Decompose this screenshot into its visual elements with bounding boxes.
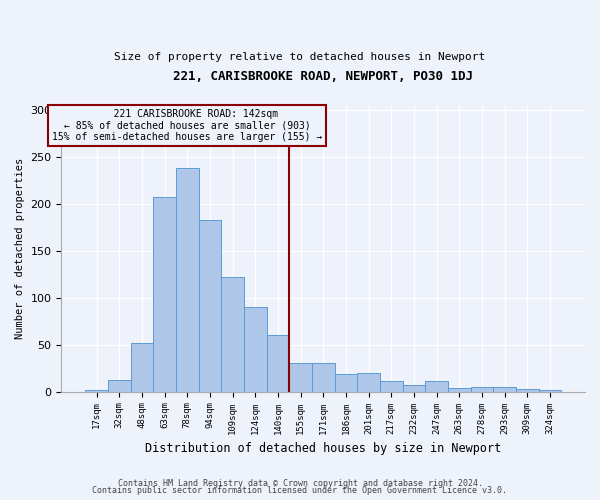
Bar	[335, 374, 357, 392]
Bar	[380, 382, 403, 392]
Bar	[516, 389, 539, 392]
Bar	[131, 343, 153, 392]
Bar	[312, 362, 335, 392]
Bar	[289, 362, 312, 392]
Bar	[493, 387, 516, 392]
Bar	[199, 220, 221, 392]
Text: Contains HM Land Registry data © Crown copyright and database right 2024.: Contains HM Land Registry data © Crown c…	[118, 478, 482, 488]
Bar	[403, 385, 425, 392]
X-axis label: Distribution of detached houses by size in Newport: Distribution of detached houses by size …	[145, 442, 502, 455]
Bar	[266, 336, 289, 392]
Text: Size of property relative to detached houses in Newport: Size of property relative to detached ho…	[115, 52, 485, 62]
Bar	[176, 168, 199, 392]
Bar	[425, 382, 448, 392]
Bar	[85, 390, 108, 392]
Bar	[108, 380, 131, 392]
Bar	[539, 390, 561, 392]
Text: Contains public sector information licensed under the Open Government Licence v3: Contains public sector information licen…	[92, 486, 508, 495]
Bar	[448, 388, 470, 392]
Bar	[244, 307, 266, 392]
Bar	[470, 387, 493, 392]
Bar	[357, 373, 380, 392]
Bar	[153, 197, 176, 392]
Bar	[221, 277, 244, 392]
Text: 221 CARISBROOKE ROAD: 142sqm
← 85% of detached houses are smaller (903)
15% of s: 221 CARISBROOKE ROAD: 142sqm ← 85% of de…	[52, 109, 322, 142]
Y-axis label: Number of detached properties: Number of detached properties	[15, 158, 25, 339]
Title: 221, CARISBROOKE ROAD, NEWPORT, PO30 1DJ: 221, CARISBROOKE ROAD, NEWPORT, PO30 1DJ	[173, 70, 473, 83]
